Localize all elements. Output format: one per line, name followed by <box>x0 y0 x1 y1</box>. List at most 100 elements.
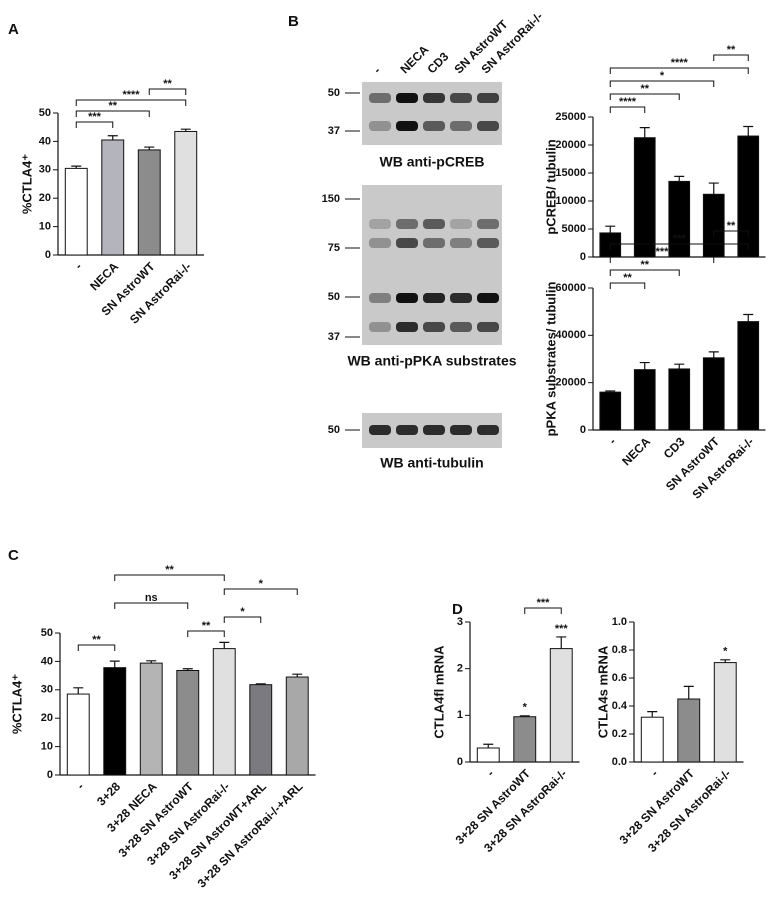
x-tick-label: - <box>484 766 497 779</box>
y-tick-label: 0 <box>47 769 53 781</box>
significance-bracket <box>114 574 225 581</box>
error-bar <box>292 673 303 678</box>
panel-label: C <box>8 547 19 564</box>
y-tick-label: 0 <box>580 424 586 436</box>
significance-label: * <box>723 646 728 658</box>
significance-bracket <box>609 256 715 263</box>
bar <box>249 684 273 776</box>
error-bar <box>107 135 118 140</box>
y-tick-label: 5000 <box>562 223 586 235</box>
y-tick-label: 0.2 <box>612 728 627 740</box>
bar <box>713 662 737 763</box>
x-tick-label: - <box>648 766 661 779</box>
error-bar <box>683 685 694 699</box>
panel-label: A <box>8 21 19 38</box>
bar <box>702 357 725 431</box>
blot-band <box>423 425 445 435</box>
error-bar <box>743 125 754 137</box>
x-tick-label: 3+28 <box>94 779 123 808</box>
significance-bracket <box>524 607 562 614</box>
x-tick-label: NECA <box>619 434 653 468</box>
error-bar <box>639 127 650 138</box>
blot-band <box>450 93 472 103</box>
error-bar <box>219 641 230 649</box>
panel-label: D <box>452 601 463 618</box>
significance-label: *** <box>555 623 569 635</box>
significance-bracket <box>609 67 749 74</box>
significance-bracket <box>77 644 116 651</box>
y-tick-label: 30 <box>39 164 51 176</box>
blot-band <box>396 93 418 103</box>
mw-marker: 50 <box>328 291 340 303</box>
significance-bracket <box>609 80 715 87</box>
bar <box>513 716 537 763</box>
error-bar <box>708 351 719 358</box>
blot-band <box>369 322 391 332</box>
significance-bracket <box>609 269 680 276</box>
blot-band <box>423 322 445 332</box>
blot-band <box>477 93 499 103</box>
error-bar <box>556 636 567 649</box>
error-bar <box>674 363 685 369</box>
bar <box>137 149 161 256</box>
error-bar <box>605 390 616 393</box>
blot-band <box>369 93 391 103</box>
y-tick-label: 50 <box>41 627 53 639</box>
error-bar <box>647 711 658 718</box>
blot-caption: WB anti-tubulin <box>380 455 483 471</box>
y-tick-label: 20 <box>39 192 51 204</box>
significance-bracket <box>223 588 298 595</box>
blot-band <box>369 425 391 435</box>
blot-band <box>423 93 445 103</box>
blot-band <box>423 238 445 248</box>
mw-marker: 75 <box>328 242 340 254</box>
y-axis-label: CTLA4s mRNA <box>595 645 610 738</box>
y-tick-label: 60000 <box>555 282 586 294</box>
y-tick-label: 3 <box>457 616 463 628</box>
x-tick-label: NECA <box>87 259 121 293</box>
blot-band <box>477 219 499 229</box>
error-bar <box>180 128 191 132</box>
bar <box>66 693 90 776</box>
lane-label: NECA <box>397 42 431 76</box>
y-tick-label: 10 <box>39 221 51 233</box>
significance-label: ** <box>92 634 101 646</box>
blot-band <box>450 425 472 435</box>
significance-label: **** <box>671 57 689 69</box>
blot-band <box>450 322 472 332</box>
significance-label: *** <box>88 111 102 123</box>
significance-label: ** <box>727 44 736 56</box>
significance-label: ** <box>202 620 211 632</box>
y-tick-label: 15000 <box>555 167 586 179</box>
error-bar <box>182 668 193 671</box>
x-tick-label: - <box>74 779 87 792</box>
significance-label: *** <box>656 246 670 258</box>
error-bar <box>519 715 530 717</box>
error-bar <box>109 660 120 668</box>
bar <box>640 716 664 763</box>
significance-label: *** <box>673 233 687 245</box>
y-tick-label: 25000 <box>555 111 586 123</box>
significance-label: ** <box>727 220 736 232</box>
blot-band <box>396 322 418 332</box>
blot-band <box>423 219 445 229</box>
mw-marker: 50 <box>328 424 340 436</box>
significance-label: * <box>259 578 264 590</box>
blot-band <box>396 425 418 435</box>
bar <box>677 698 701 763</box>
x-tick-label: - <box>72 259 85 272</box>
bar <box>633 369 656 431</box>
x-tick-label: SN AstroRai-/- <box>690 434 757 501</box>
y-tick-label: 0 <box>580 251 586 263</box>
bar <box>285 676 309 776</box>
y-tick-label: 0.0 <box>612 756 627 768</box>
blot-band <box>477 293 499 303</box>
significance-label: ** <box>640 83 649 95</box>
significance-bracket <box>114 602 189 609</box>
error-bar <box>483 743 494 748</box>
bar <box>668 180 691 258</box>
y-axis-label: CTLA4fl mRNA <box>431 645 446 739</box>
y-tick-label: 10 <box>41 741 53 753</box>
y-tick-label: 20 <box>41 712 53 724</box>
